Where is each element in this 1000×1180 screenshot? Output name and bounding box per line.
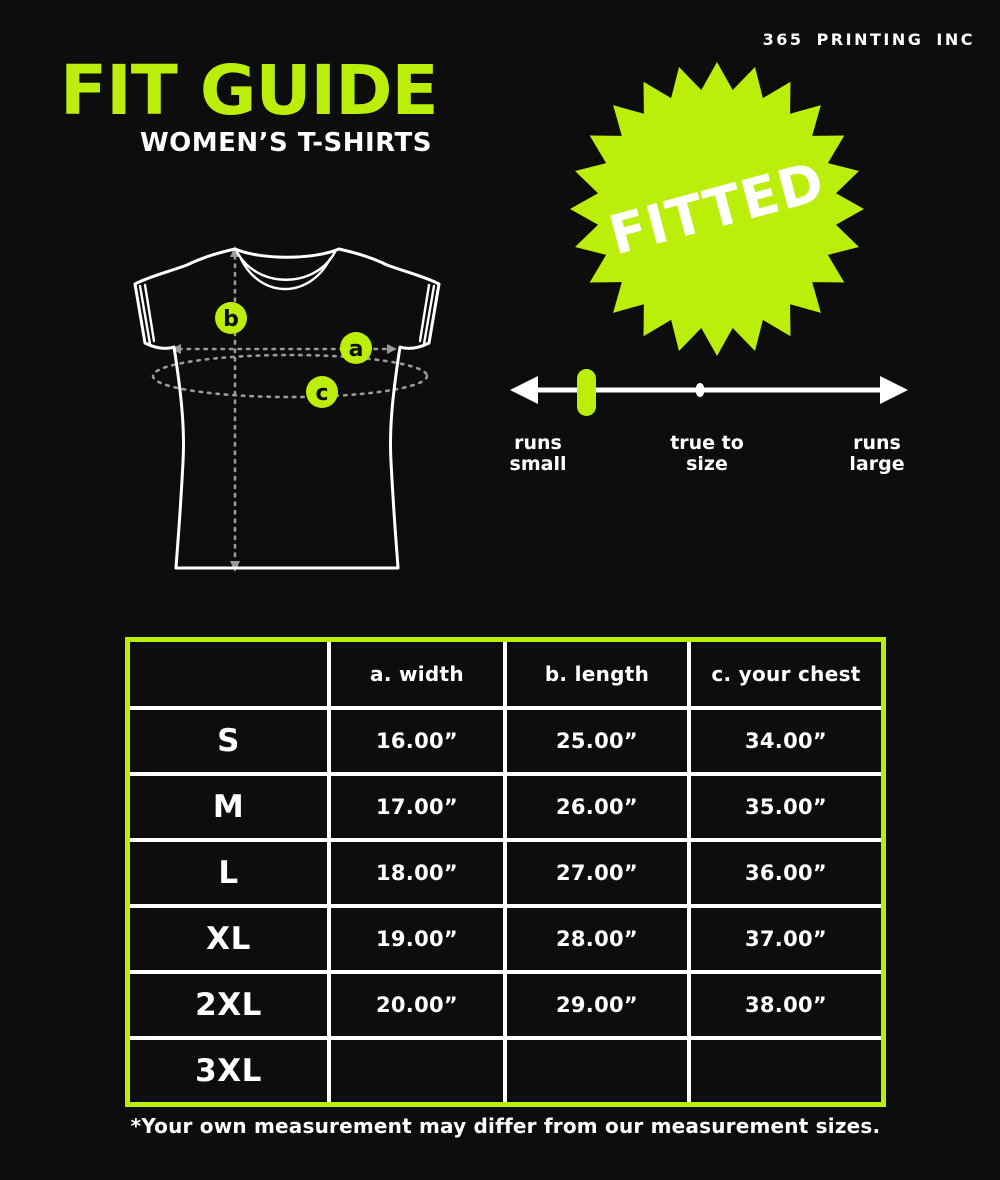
fit-scale	[510, 369, 908, 416]
marker-c-circle	[306, 376, 338, 408]
measurement-value: 34.00”	[691, 710, 881, 772]
marker-a-letter: a	[349, 337, 364, 362]
size-label: S	[130, 710, 327, 772]
measurement-value: 25.00”	[507, 710, 687, 772]
left-cuff-line-2	[143, 283, 156, 343]
size-label: 2XL	[130, 974, 327, 1036]
measurement-value	[691, 1040, 881, 1102]
width-arrow-right	[387, 344, 397, 354]
right-cuff-line-2	[418, 283, 431, 343]
column-header: b. length	[507, 642, 687, 706]
measurement-value: 19.00”	[331, 908, 503, 970]
marker-b-letter: b	[223, 307, 239, 332]
measurement-value: 29.00”	[507, 974, 687, 1036]
size-label: M	[130, 776, 327, 838]
measurement-value: 35.00”	[691, 776, 881, 838]
marker-c-letter: c	[315, 381, 328, 406]
right-cuff-line-1	[422, 284, 436, 346]
scale-center-dot	[695, 383, 705, 397]
brand-name: 365 PRINTING INC	[762, 30, 975, 49]
title-block: FIT GUIDE WOMEN’S T-SHIRTS	[60, 51, 439, 159]
size-table: a. width b. length c. your chest S 16.00” 25.…	[125, 637, 886, 1107]
column-header: c. your chest	[691, 642, 881, 706]
measurement-value: 20.00”	[331, 974, 503, 1036]
measurement-value: 16.00”	[331, 710, 503, 772]
marker-b-circle	[215, 302, 247, 334]
chest-circumference-dashes	[151, 353, 429, 399]
corner-cell	[130, 642, 327, 706]
width-arrow-left	[171, 344, 181, 354]
measurement-value: 36.00”	[691, 842, 881, 904]
scale-label-runs-small: runs small	[509, 432, 567, 476]
size-label: XL	[130, 908, 327, 970]
size-label: 3XL	[130, 1040, 327, 1102]
measurement-value: 28.00”	[507, 908, 687, 970]
scale-label-true-to-size: true to size	[670, 432, 744, 476]
measurement-value	[331, 1040, 503, 1102]
scale-arrow-right	[880, 376, 908, 404]
starburst-icon	[570, 62, 864, 356]
scale-label-runs-large: runs large	[849, 432, 905, 476]
collar-line-2	[239, 257, 332, 291]
fitted-badge: FITTED	[570, 62, 864, 356]
page-title: FIT GUIDE	[60, 51, 439, 131]
measurement-value: 27.00”	[507, 842, 687, 904]
measurement-value: 37.00”	[691, 908, 881, 970]
page-subtitle: WOMEN’S T-SHIRTS	[139, 128, 432, 159]
measurement-value: 26.00”	[507, 776, 687, 838]
tshirt-outline	[133, 247, 441, 570]
scale-arrow-left	[510, 376, 538, 404]
column-header: a. width	[331, 642, 503, 706]
scale-marker-pill	[577, 369, 596, 416]
size-label: L	[130, 842, 327, 904]
footnote: *Your own measurement may differ from ou…	[130, 1114, 881, 1138]
measurement-value: 38.00”	[691, 974, 881, 1036]
marker-a-circle	[340, 332, 372, 364]
measurement-value: 18.00”	[331, 842, 503, 904]
measurement-value	[507, 1040, 687, 1102]
measurement-value: 17.00”	[331, 776, 503, 838]
tshirt-diagram: b a c	[133, 246, 441, 572]
left-cuff-line-1	[138, 284, 152, 346]
